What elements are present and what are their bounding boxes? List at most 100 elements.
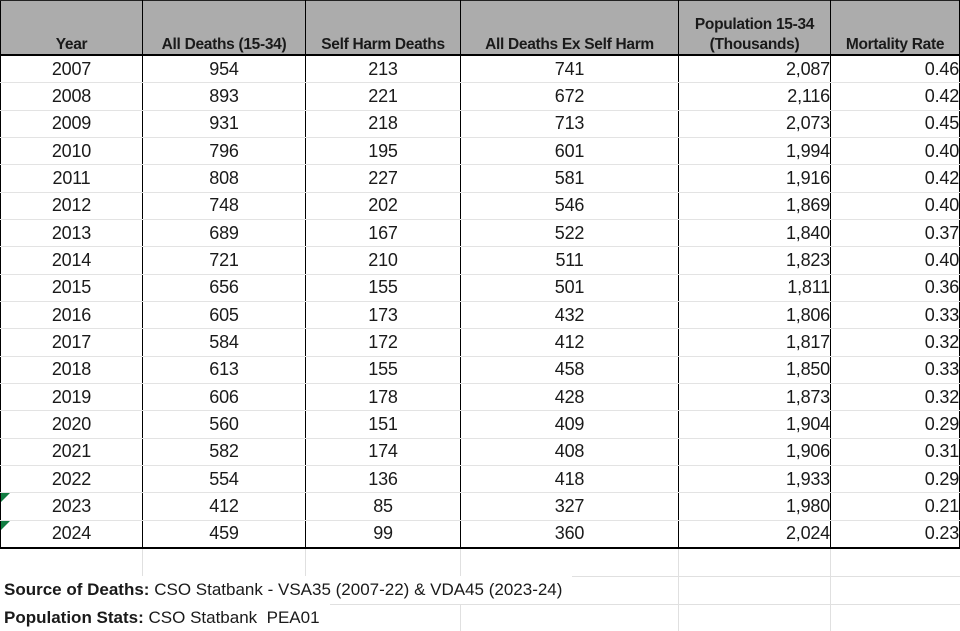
cell-all-deaths-ex-self-harm[interactable]: 601 xyxy=(460,137,679,166)
cell-all-deaths[interactable]: 613 xyxy=(142,356,306,384)
cell-mortality-rate[interactable]: 0.23 xyxy=(830,520,960,549)
cell-population[interactable]: 2,116 xyxy=(678,82,831,111)
cell-self-harm-deaths[interactable]: 213 xyxy=(305,55,461,84)
cell-mortality-rate[interactable]: 0.36 xyxy=(830,274,960,302)
cell-self-harm-deaths[interactable]: 173 xyxy=(305,301,461,330)
cell-mortality-rate[interactable]: 0.32 xyxy=(830,383,960,412)
cell-year[interactable]: 2017 xyxy=(0,328,143,357)
cell-all-deaths[interactable]: 808 xyxy=(142,164,306,193)
cell-year[interactable]: 2010 xyxy=(0,137,143,166)
cell-all-deaths-ex-self-harm[interactable]: 501 xyxy=(460,274,679,302)
cell-mortality-rate[interactable]: 0.32 xyxy=(830,328,960,357)
cell-mortality-rate[interactable]: 0.29 xyxy=(830,410,960,439)
cell-all-deaths[interactable]: 605 xyxy=(142,301,306,330)
cell-self-harm-deaths[interactable]: 227 xyxy=(305,164,461,193)
cell-all-deaths-ex-self-harm[interactable]: 581 xyxy=(460,164,679,193)
cell-population[interactable]: 1,873 xyxy=(678,383,831,412)
cell-mortality-rate[interactable]: 0.21 xyxy=(830,492,960,521)
cell-all-deaths[interactable]: 584 xyxy=(142,328,306,357)
cell-all-deaths-ex-self-harm[interactable]: 360 xyxy=(460,520,679,549)
cell-self-harm-deaths[interactable]: 155 xyxy=(305,356,461,384)
cell-all-deaths-ex-self-harm[interactable]: 672 xyxy=(460,82,679,111)
column-header-mortality-rate[interactable]: Mortality Rate xyxy=(830,0,960,56)
cell-all-deaths-ex-self-harm[interactable]: 458 xyxy=(460,356,679,384)
cell-mortality-rate[interactable]: 0.33 xyxy=(830,301,960,330)
cell-all-deaths-ex-self-harm[interactable]: 412 xyxy=(460,328,679,357)
cell-all-deaths[interactable]: 582 xyxy=(142,438,306,466)
cell-mortality-rate[interactable]: 0.40 xyxy=(830,246,960,275)
cell-all-deaths[interactable]: 560 xyxy=(142,410,306,439)
cell-mortality-rate[interactable]: 0.45 xyxy=(830,110,960,138)
cell-self-harm-deaths[interactable]: 221 xyxy=(305,82,461,111)
cell-all-deaths[interactable]: 554 xyxy=(142,465,306,494)
cell-year[interactable]: 2020 xyxy=(0,410,143,439)
cell-population[interactable]: 1,994 xyxy=(678,137,831,166)
cell-population[interactable]: 1,840 xyxy=(678,219,831,248)
cell-population[interactable]: 2,073 xyxy=(678,110,831,138)
cell-mortality-rate[interactable]: 0.46 xyxy=(830,55,960,84)
cell-self-harm-deaths[interactable]: 99 xyxy=(305,520,461,549)
cell-year[interactable]: 2023 xyxy=(0,492,143,521)
cell-all-deaths[interactable]: 459 xyxy=(142,520,306,549)
cell-mortality-rate[interactable]: 0.42 xyxy=(830,82,960,111)
cell-all-deaths[interactable]: 954 xyxy=(142,55,306,84)
cell-self-harm-deaths[interactable]: 210 xyxy=(305,246,461,275)
cell-all-deaths-ex-self-harm[interactable]: 408 xyxy=(460,438,679,466)
cell-mortality-rate[interactable]: 0.37 xyxy=(830,219,960,248)
cell-self-harm-deaths[interactable]: 136 xyxy=(305,465,461,494)
cell-population[interactable]: 1,817 xyxy=(678,328,831,357)
cell-self-harm-deaths[interactable]: 218 xyxy=(305,110,461,138)
cell-year[interactable]: 2013 xyxy=(0,219,143,248)
cell-self-harm-deaths[interactable]: 151 xyxy=(305,410,461,439)
cell-population[interactable]: 2,087 xyxy=(678,55,831,84)
cell-all-deaths[interactable]: 606 xyxy=(142,383,306,412)
cell-population[interactable]: 2,024 xyxy=(678,520,831,549)
column-header-all-deaths-ex-self-harm[interactable]: All Deaths Ex Self Harm xyxy=(460,0,679,56)
cell-mortality-rate[interactable]: 0.33 xyxy=(830,356,960,384)
cell-all-deaths[interactable]: 931 xyxy=(142,110,306,138)
column-header-year[interactable]: Year xyxy=(0,0,143,56)
cell-population[interactable]: 1,823 xyxy=(678,246,831,275)
cell-self-harm-deaths[interactable]: 85 xyxy=(305,492,461,521)
cell-self-harm-deaths[interactable]: 155 xyxy=(305,274,461,302)
cell-all-deaths[interactable]: 412 xyxy=(142,492,306,521)
cell-year[interactable]: 2019 xyxy=(0,383,143,412)
cell-year[interactable]: 2021 xyxy=(0,438,143,466)
cell-mortality-rate[interactable]: 0.42 xyxy=(830,164,960,193)
cell-population[interactable]: 1,916 xyxy=(678,164,831,193)
cell-all-deaths-ex-self-harm[interactable]: 522 xyxy=(460,219,679,248)
cell-self-harm-deaths[interactable]: 174 xyxy=(305,438,461,466)
cell-population[interactable]: 1,806 xyxy=(678,301,831,330)
cell-year[interactable]: 2007 xyxy=(0,55,143,84)
cell-all-deaths[interactable]: 656 xyxy=(142,274,306,302)
cell-mortality-rate[interactable]: 0.40 xyxy=(830,137,960,166)
cell-mortality-rate[interactable]: 0.29 xyxy=(830,465,960,494)
cell-all-deaths-ex-self-harm[interactable]: 546 xyxy=(460,192,679,220)
cell-population[interactable]: 1,933 xyxy=(678,465,831,494)
cell-all-deaths-ex-self-harm[interactable]: 409 xyxy=(460,410,679,439)
cell-year[interactable]: 2014 xyxy=(0,246,143,275)
cell-self-harm-deaths[interactable]: 172 xyxy=(305,328,461,357)
cell-self-harm-deaths[interactable]: 178 xyxy=(305,383,461,412)
cell-all-deaths-ex-self-harm[interactable]: 428 xyxy=(460,383,679,412)
cell-self-harm-deaths[interactable]: 195 xyxy=(305,137,461,166)
cell-year[interactable]: 2011 xyxy=(0,164,143,193)
cell-all-deaths-ex-self-harm[interactable]: 418 xyxy=(460,465,679,494)
cell-year[interactable]: 2018 xyxy=(0,356,143,384)
cell-year[interactable]: 2015 xyxy=(0,274,143,302)
cell-population[interactable]: 1,980 xyxy=(678,492,831,521)
cell-population[interactable]: 1,869 xyxy=(678,192,831,220)
cell-all-deaths[interactable]: 748 xyxy=(142,192,306,220)
cell-all-deaths[interactable]: 689 xyxy=(142,219,306,248)
cell-year[interactable]: 2008 xyxy=(0,82,143,111)
cell-year[interactable]: 2012 xyxy=(0,192,143,220)
cell-year[interactable]: 2009 xyxy=(0,110,143,138)
cell-all-deaths-ex-self-harm[interactable]: 327 xyxy=(460,492,679,521)
column-header-all-deaths[interactable]: All Deaths (15-34) xyxy=(142,0,306,56)
cell-all-deaths-ex-self-harm[interactable]: 432 xyxy=(460,301,679,330)
cell-population[interactable]: 1,811 xyxy=(678,274,831,302)
cell-all-deaths-ex-self-harm[interactable]: 741 xyxy=(460,55,679,84)
cell-all-deaths[interactable]: 721 xyxy=(142,246,306,275)
cell-all-deaths-ex-self-harm[interactable]: 713 xyxy=(460,110,679,138)
cell-mortality-rate[interactable]: 0.40 xyxy=(830,192,960,220)
